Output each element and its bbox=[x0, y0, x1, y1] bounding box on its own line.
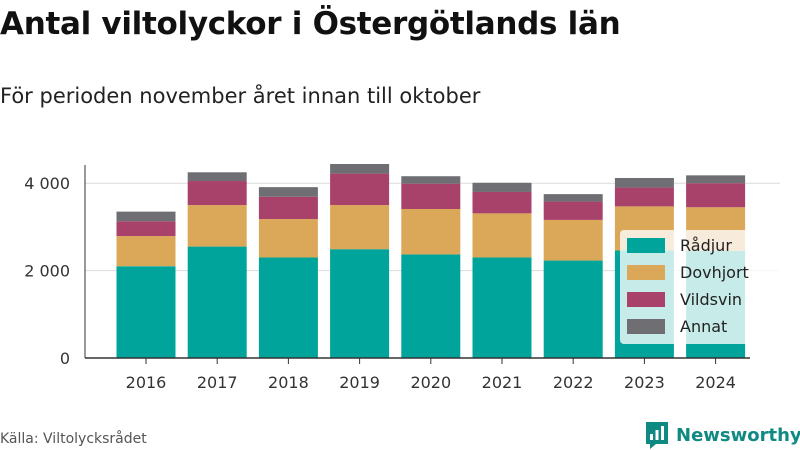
bar-segment-rådjur[interactable] bbox=[330, 249, 390, 358]
bar-segment-annat[interactable] bbox=[116, 211, 176, 222]
bar-segment-dovhjort[interactable] bbox=[116, 236, 176, 267]
newsworthy-logo-icon bbox=[646, 422, 668, 449]
x-tick-label: 2017 bbox=[197, 373, 238, 392]
legend-swatch bbox=[627, 319, 665, 334]
axes: 0 2 000 4 000 2016 2017 2018 2019 2020 2021 2022 2… bbox=[24, 165, 750, 392]
bar-segment-dovhjort[interactable] bbox=[258, 219, 318, 258]
bar-segment-vildsvin[interactable] bbox=[187, 181, 247, 206]
bar-segment-rådjur[interactable] bbox=[401, 254, 461, 358]
source-note: Källa: Viltolycksrådet bbox=[0, 431, 147, 447]
bar-segment-dovhjort[interactable] bbox=[543, 219, 603, 261]
legend-box bbox=[620, 230, 785, 344]
bar-segment-annat[interactable] bbox=[543, 194, 603, 202]
legend-swatch bbox=[627, 238, 665, 253]
bar-segment-vildsvin[interactable] bbox=[258, 196, 318, 220]
x-tick-label: 2024 bbox=[695, 373, 736, 392]
bar-segment-vildsvin[interactable] bbox=[330, 173, 390, 206]
legend-label: Vildsvin bbox=[680, 290, 742, 309]
x-tick-label: 2023 bbox=[624, 373, 665, 392]
chart-title: Antal viltolyckor i Östergötlands län bbox=[0, 6, 621, 42]
bar-segment-dovhjort[interactable] bbox=[330, 205, 390, 250]
bar-segment-vildsvin[interactable] bbox=[116, 221, 176, 237]
bar-segment-vildsvin[interactable] bbox=[614, 187, 674, 207]
y-tick-label: 2 000 bbox=[24, 262, 70, 281]
bar-segment-vildsvin[interactable] bbox=[472, 191, 532, 214]
bar-segment-vildsvin[interactable] bbox=[543, 201, 603, 220]
bar-segment-annat[interactable] bbox=[614, 177, 674, 188]
bar-segment-annat[interactable] bbox=[187, 172, 247, 182]
legend-swatch bbox=[627, 265, 665, 280]
x-tick-label: 2019 bbox=[339, 373, 380, 392]
bar-segment-dovhjort[interactable] bbox=[472, 213, 532, 258]
x-tick-label: 2022 bbox=[553, 373, 594, 392]
legend-label: Dovhjort bbox=[680, 263, 749, 282]
bar-segment-dovhjort[interactable] bbox=[187, 205, 247, 247]
bar-segment-rådjur[interactable] bbox=[187, 246, 247, 358]
brand-name: Newsworthy bbox=[676, 424, 800, 446]
bar-segment-annat[interactable] bbox=[401, 176, 461, 184]
newsworthy-brand[interactable]: Newsworthy bbox=[645, 420, 800, 450]
x-tick-label: 2020 bbox=[410, 373, 451, 392]
bar-segment-dovhjort[interactable] bbox=[401, 208, 461, 255]
bar-segment-annat[interactable] bbox=[258, 187, 318, 197]
bar-segment-annat[interactable] bbox=[330, 163, 390, 174]
x-tick-label: 2016 bbox=[126, 373, 167, 392]
legend: Rådjur Dovhjort Vildsvin Annat bbox=[620, 230, 785, 344]
y-tick-label: 0 bbox=[60, 349, 70, 368]
bar-segment-rådjur[interactable] bbox=[543, 260, 603, 358]
bar-segment-rådjur[interactable] bbox=[472, 257, 532, 359]
x-tick-label: 2018 bbox=[268, 373, 309, 392]
legend-label: Annat bbox=[680, 317, 727, 336]
bar-segment-vildsvin[interactable] bbox=[401, 183, 461, 209]
bar-segment-annat[interactable] bbox=[472, 182, 532, 192]
legend-swatch bbox=[627, 292, 665, 307]
bar-segment-vildsvin[interactable] bbox=[686, 183, 746, 208]
legend-label: Rådjur bbox=[680, 236, 732, 255]
bar-segment-annat[interactable] bbox=[686, 175, 746, 184]
chart-subtitle: För perioden november året innan till ok… bbox=[0, 84, 481, 108]
x-tick-label: 2021 bbox=[482, 373, 523, 392]
y-tick-label: 4 000 bbox=[24, 174, 70, 193]
bar-segment-rådjur[interactable] bbox=[258, 257, 318, 359]
bar-segment-rådjur[interactable] bbox=[116, 266, 176, 358]
